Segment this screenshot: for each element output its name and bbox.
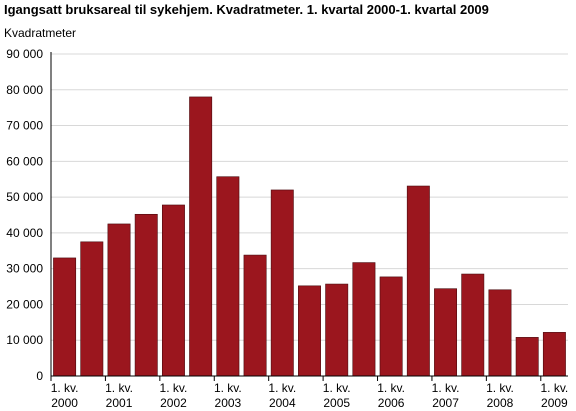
bar: [406, 185, 430, 377]
y-tick-label: 10 000: [6, 333, 43, 347]
x-tick-label-quarter: 1. kv.: [432, 381, 460, 395]
x-tick-label-year: 2007: [432, 396, 459, 410]
x-tick-label-year: 2000: [51, 396, 78, 410]
x-tick-label-year: 2003: [215, 396, 242, 410]
x-tick-label-quarter: 1. kv.: [377, 381, 405, 395]
chart-title: Igangsatt bruksareal til sykehjem. Kvadr…: [4, 2, 489, 17]
bar: [379, 276, 403, 377]
bar: [270, 189, 294, 377]
y-tick-label: 0: [36, 369, 43, 383]
y-tick-label: 80 000: [6, 83, 43, 97]
bar: [80, 241, 104, 377]
y-axis-label: Kvadratmeter: [4, 26, 76, 40]
y-tick-label: 90 000: [6, 47, 43, 61]
bar: [515, 337, 539, 377]
x-tick-label-quarter: 1. kv.: [160, 381, 188, 395]
bar: [243, 254, 267, 377]
y-tick-label: 40 000: [6, 226, 43, 240]
y-tick-label: 20 000: [6, 297, 43, 311]
x-tick-label-quarter: 1. kv.: [486, 381, 514, 395]
bar: [189, 96, 213, 377]
x-tick-label-year: 2005: [323, 396, 350, 410]
y-tick-label: 30 000: [6, 262, 43, 276]
bar: [53, 257, 77, 377]
x-tick-label-quarter: 1. kv.: [540, 381, 568, 395]
x-tick-label-year: 2008: [487, 396, 514, 410]
x-tick-label-quarter: 1. kv.: [268, 381, 296, 395]
bar: [325, 283, 349, 377]
x-tick-label-quarter: 1. kv.: [323, 381, 351, 395]
x-tick-label-year: 2009: [541, 396, 568, 410]
x-tick-label-year: 2002: [160, 396, 187, 410]
bar: [488, 289, 512, 377]
x-tick-label-year: 2004: [269, 396, 296, 410]
y-tick-label: 50 000: [6, 190, 43, 204]
bar: [134, 213, 158, 377]
bars: [53, 96, 566, 377]
x-tick-label-year: 2001: [106, 396, 133, 410]
axes: [50, 52, 568, 377]
bar: [352, 262, 376, 377]
y-tick-label: 60 000: [6, 154, 43, 168]
bar: [161, 204, 185, 377]
x-tick-label-quarter: 1. kv.: [214, 381, 242, 395]
y-axis-ticks: 0 10 000 20 000 30 000 40 000 50 000 60 000 70 …: [6, 47, 43, 383]
bar: [107, 223, 131, 377]
y-tick-label: 70 000: [6, 119, 43, 133]
x-tick-label-year: 2006: [378, 396, 405, 410]
bar: [216, 176, 240, 377]
bar: [542, 332, 566, 377]
bar: [298, 285, 321, 377]
x-tick-label-quarter: 1. kv.: [105, 381, 133, 395]
bar: [461, 273, 485, 377]
bar: [434, 288, 458, 377]
x-tick-label-quarter: 1. kv.: [51, 381, 79, 395]
